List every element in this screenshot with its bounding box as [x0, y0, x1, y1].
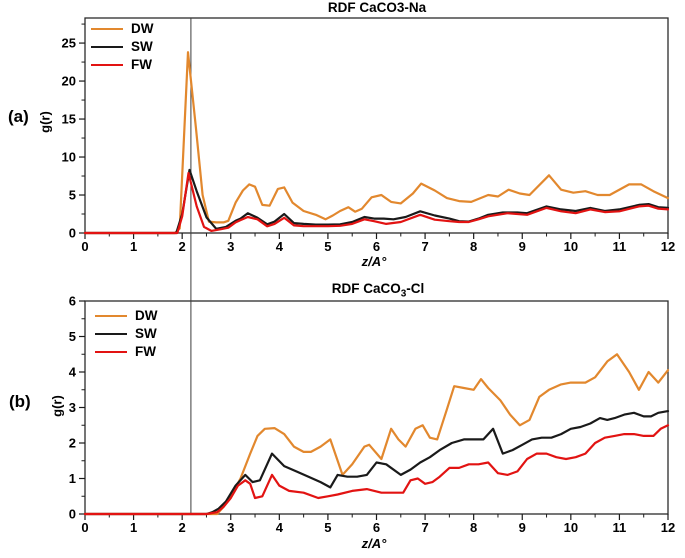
legend-label-dw: DW: [131, 21, 154, 36]
x-tick-label: 0: [81, 239, 88, 254]
x-tick-label: 11: [613, 520, 627, 535]
x-tick-label: 7: [421, 520, 428, 535]
legend-label-sw: SW: [135, 326, 157, 341]
x-tick-label: 5: [324, 239, 331, 254]
x-tick-label: 10: [564, 239, 578, 254]
panel-a-x-axis-label: z/A°: [361, 254, 387, 269]
x-tick-label: 1: [130, 520, 137, 535]
y-tick-label: 1: [69, 471, 76, 486]
sw-line-swatch-icon: [91, 45, 123, 49]
legend-item-fw: FW: [95, 345, 158, 359]
x-tick-label: 11: [613, 239, 627, 254]
panel-b-y-axis-label: g(r): [49, 395, 65, 417]
series-line-sw-panel-a: [83, 168, 670, 235]
dw-line-swatch-icon: [95, 314, 127, 318]
x-tick-label: 9: [519, 239, 526, 254]
panel-b-title: RDF CaCO3-Cl: [332, 281, 425, 300]
legend-item-dw: DW: [95, 309, 158, 323]
x-tick-label: 5: [324, 520, 331, 535]
x-tick-label: 0: [81, 520, 88, 535]
x-tick-label: 8: [470, 239, 477, 254]
panel-a-frame: [84, 17, 669, 234]
dw-line-swatch-icon: [91, 27, 123, 31]
x-tick-label: 2: [179, 520, 186, 535]
series-line-dw-panel-a: [83, 51, 670, 235]
panel-a-y-axis-label: g(r): [37, 111, 53, 133]
x-tick-label: 8: [470, 520, 477, 535]
panel-b-frame: [84, 300, 669, 515]
x-tick-label: 3: [227, 239, 234, 254]
y-tick-label: 10: [62, 150, 76, 165]
x-tick-label: 3: [227, 520, 234, 535]
panel-a-series: [83, 51, 670, 235]
panel-a-tag: (a): [8, 107, 29, 126]
y-tick-label: 0: [69, 226, 76, 241]
x-tick-label: 7: [421, 239, 428, 254]
legend-item-sw: SW: [91, 40, 154, 54]
panel-b-series: [83, 353, 670, 516]
y-tick-label: 3: [69, 400, 76, 415]
legend-label-fw: FW: [131, 57, 152, 72]
y-tick-label: 15: [62, 112, 76, 127]
x-tick-label: 4: [276, 239, 284, 254]
y-tick-label: 25: [62, 36, 76, 51]
legend-item-dw: DW: [91, 22, 154, 36]
y-tick-label: 20: [62, 74, 76, 89]
x-tick-label: 6: [373, 520, 380, 535]
series-line-dw-panel-b: [83, 353, 670, 516]
panel-b-title-text: RDF CaCO: [331, 281, 401, 296]
legend-item-fw: FW: [91, 58, 154, 72]
x-tick-label: 12: [661, 520, 675, 535]
y-tick-label: 0: [69, 507, 76, 522]
legend-panel-b: DW SW FW: [95, 309, 158, 359]
y-tick-label: 5: [69, 188, 76, 203]
fw-line-swatch-icon: [91, 63, 123, 67]
panel-b-title-subscript: 3: [400, 288, 407, 300]
fw-line-swatch-icon: [95, 350, 127, 354]
y-tick-label: 6: [69, 294, 76, 309]
panel-b-tag: (b): [9, 392, 31, 411]
series-line-fw-panel-a: [83, 171, 670, 235]
legend-label-sw: SW: [131, 39, 153, 54]
x-tick-label: 10: [564, 520, 578, 535]
x-tick-label: 2: [179, 239, 186, 254]
panel-a-title: RDF CaCO3-Na: [328, 0, 426, 19]
y-tick-label: 4: [69, 365, 77, 380]
series-line-fw-panel-b: [83, 424, 670, 516]
panel-b-x-axis-label: z/A°: [361, 536, 387, 551]
legend-label-dw: DW: [135, 308, 158, 323]
x-tick-label: 12: [661, 239, 675, 254]
x-tick-label: 9: [519, 520, 526, 535]
legend-panel-a: DW SW FW: [91, 22, 154, 72]
x-tick-label: 4: [276, 520, 284, 535]
x-tick-label: 6: [373, 239, 380, 254]
y-tick-label: 5: [69, 329, 76, 344]
panel-a-title-text: RDF CaCO3-Na: [327, 0, 427, 15]
sw-line-swatch-icon: [95, 332, 127, 336]
x-tick-label: 1: [130, 239, 137, 254]
legend-label-fw: FW: [135, 344, 156, 359]
legend-item-sw: SW: [95, 327, 158, 341]
y-tick-label: 2: [69, 436, 76, 451]
series-line-sw-panel-b: [83, 410, 670, 516]
panel-b-title-suffix: -Cl: [406, 281, 425, 296]
